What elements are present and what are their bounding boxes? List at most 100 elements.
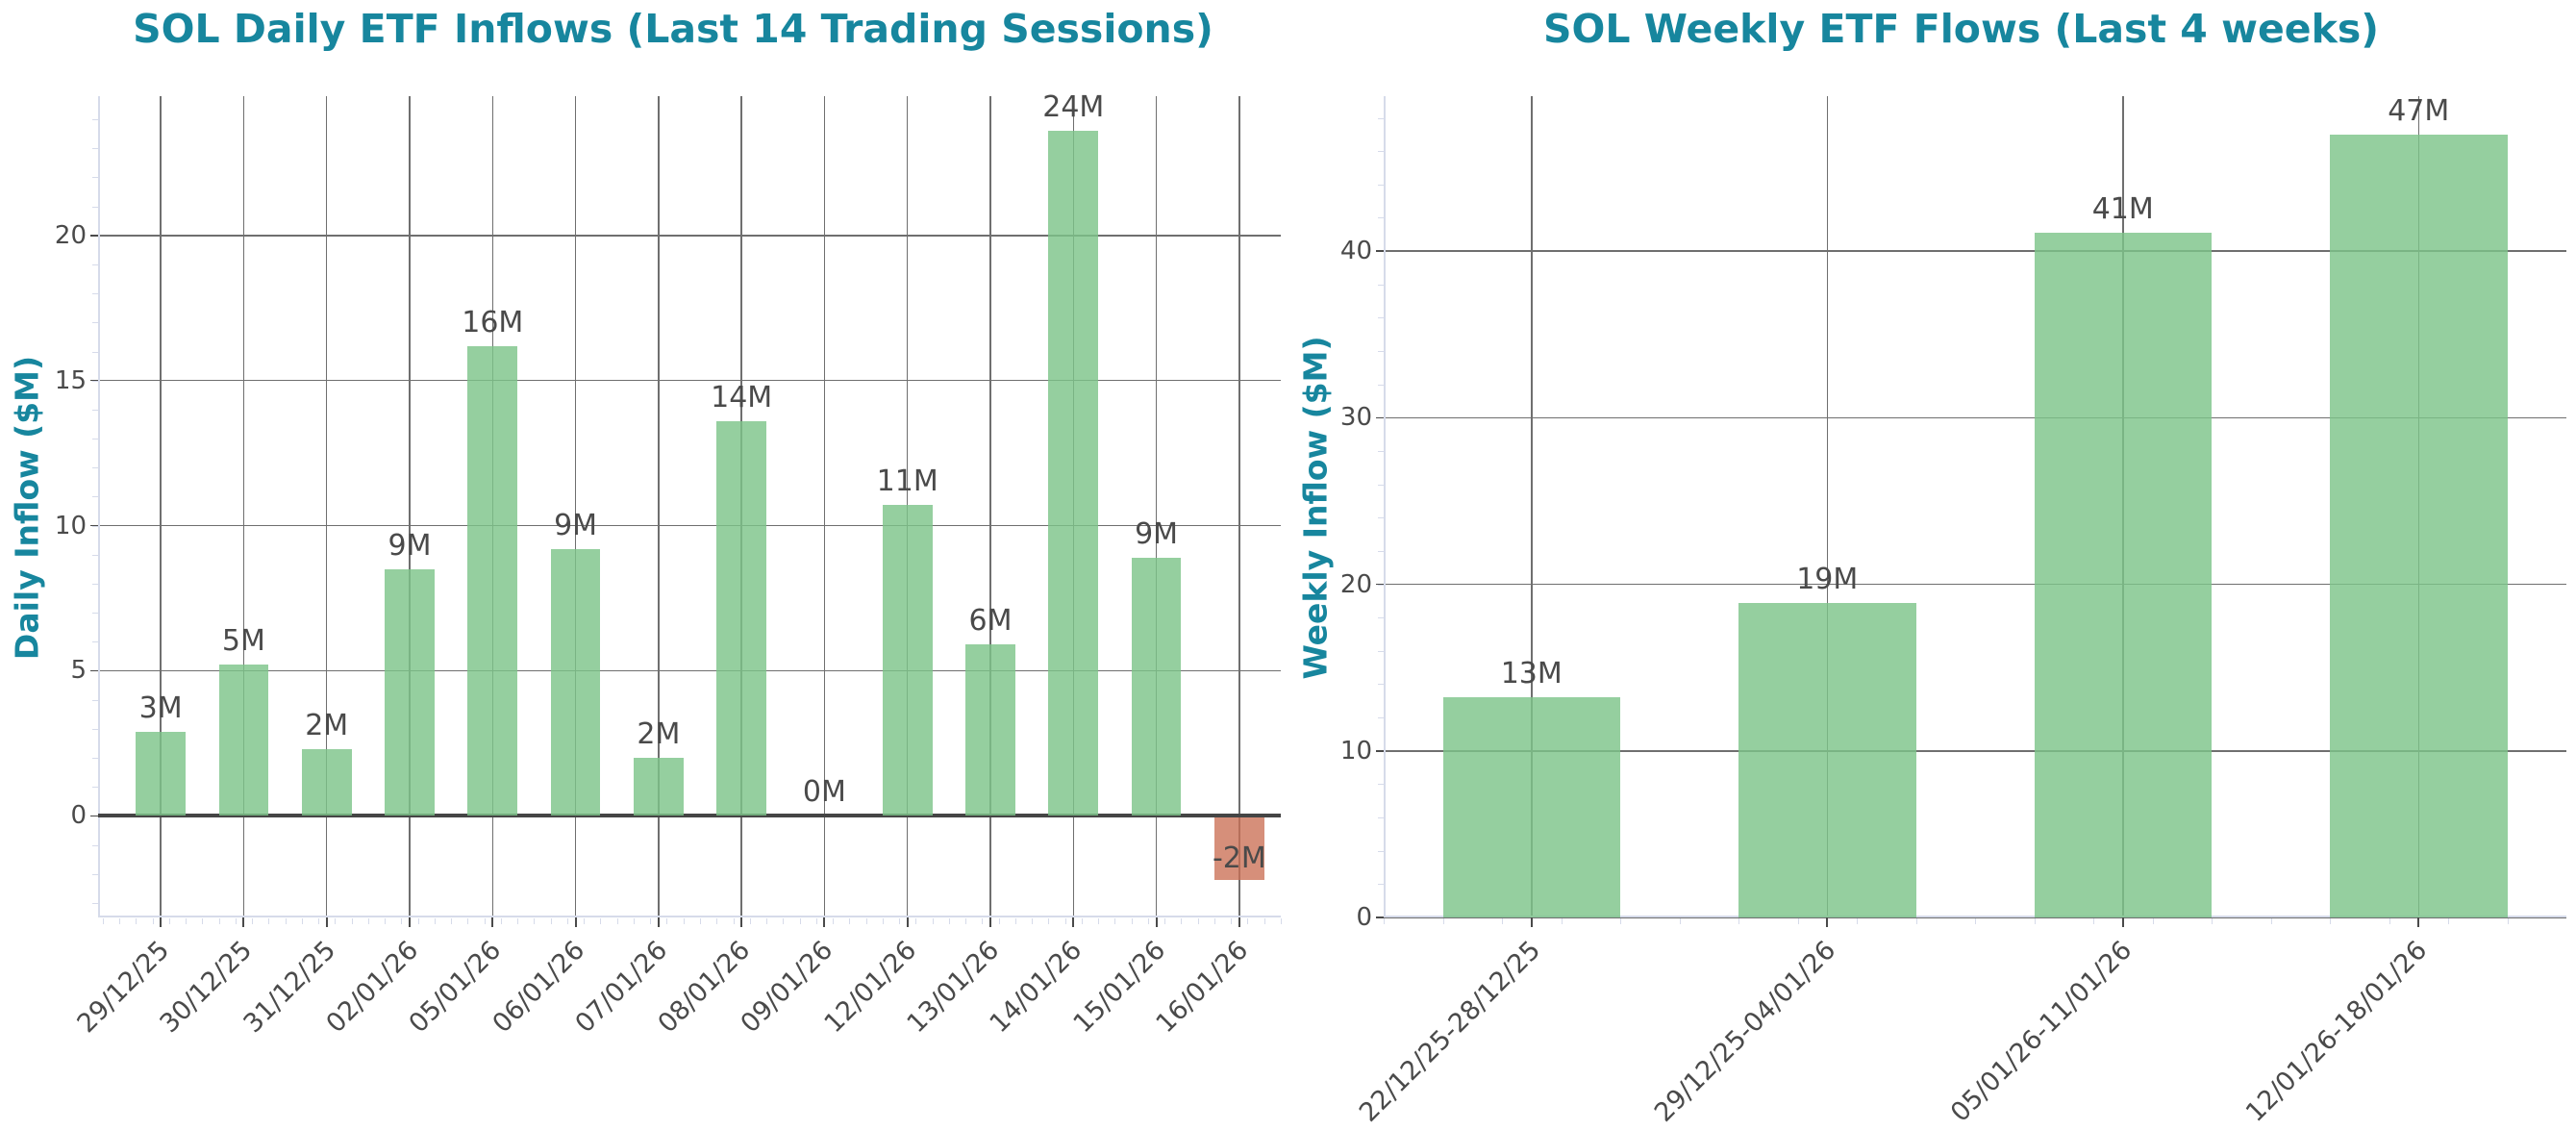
bar-value-label: 9M (554, 508, 598, 542)
bar-value-label: 24M (1042, 90, 1105, 125)
x-minor-tick (1281, 918, 1282, 924)
y-minor-tick (1378, 617, 1384, 619)
bar-value-label: -2M (1212, 841, 1266, 875)
y-minor-tick (92, 177, 98, 179)
x-minor-tick (2388, 918, 2390, 924)
x-tick-mark (1826, 917, 1829, 927)
x-minor-tick (102, 918, 104, 924)
x-minor-tick (766, 918, 768, 924)
x-gridline (1531, 96, 1533, 917)
y-gridline (1384, 750, 2566, 752)
x-minor-tick (1561, 918, 1563, 924)
bar-value-label: 47M (2388, 93, 2450, 128)
bar-value-label: 5M (221, 624, 265, 659)
x-minor-tick (932, 918, 934, 924)
x-minor-tick (566, 918, 568, 924)
x-minor-tick (1679, 918, 1681, 924)
x-minor-tick (301, 918, 303, 924)
x-gridline (823, 96, 826, 917)
y-tick-mark (90, 524, 98, 527)
x-minor-tick (367, 918, 369, 924)
y-minor-tick (1378, 184, 1384, 186)
weekly-chart-panel: SOL Weekly ETF Flows (Last 4 weeks) Week… (1288, 0, 2576, 1130)
x-tick-mark (160, 917, 163, 927)
x-minor-tick (434, 918, 436, 924)
x-minor-tick (666, 918, 668, 924)
x-tick-mark (989, 917, 991, 927)
x-minor-tick (683, 918, 685, 924)
y-minor-tick (92, 699, 98, 701)
weekly-plot-area: 0 10 20 30 40 13M 19M 41M 47M 22/12/25-28/12/25 29… (1340, 93, 2566, 1128)
y-minor-tick (92, 902, 98, 904)
y-minor-tick (1378, 650, 1384, 652)
x-minor-tick (899, 918, 901, 924)
y-gridline (1384, 250, 2566, 252)
x-tick-mark (657, 917, 660, 927)
y-minor-tick (92, 641, 98, 643)
daily-y-axis-label: Daily Inflow ($M) (8, 355, 46, 661)
bar-value-label: 14M (711, 380, 773, 414)
x-minor-tick (550, 918, 552, 924)
x-minor-tick (783, 918, 785, 924)
x-minor-tick (1197, 918, 1199, 924)
x-minor-tick (865, 918, 867, 924)
x-minor-tick (584, 918, 586, 924)
y-minor-tick (92, 758, 98, 760)
y-gridline (98, 669, 1281, 672)
daily-chart-panel: SOL Daily ETF Inflows (Last 14 Trading S… (8, 6, 1282, 1039)
x-minor-tick (500, 918, 502, 924)
x-minor-tick (700, 918, 701, 924)
y-minor-tick (1378, 684, 1384, 686)
x-gridline (574, 96, 577, 917)
x-gridline (1238, 96, 1240, 917)
y-minor-tick (92, 322, 98, 324)
y-tick-label: 30 (1339, 403, 1372, 433)
x-tick-mark (823, 917, 826, 927)
y-gridline (98, 524, 1281, 527)
x-gridline (658, 96, 660, 917)
x-minor-tick (1442, 918, 1444, 924)
x-minor-tick (1231, 918, 1233, 924)
bar-value-label: 2M (305, 708, 349, 742)
x-minor-tick (1164, 918, 1166, 924)
bar-value-label: 41M (2091, 192, 2154, 227)
x-tick-mark (1155, 917, 1158, 927)
x-minor-tick (218, 918, 220, 924)
x-tick-mark (409, 917, 411, 927)
x-minor-tick (1098, 918, 1100, 924)
y-tick-mark (1376, 250, 1384, 252)
x-tick-label: 22/12/25-28/12/25 (1353, 935, 1546, 1128)
y-minor-tick (1378, 717, 1384, 719)
y-minor-tick (92, 496, 98, 498)
x-minor-tick (335, 918, 337, 924)
y-minor-tick (1378, 484, 1384, 486)
y-minor-tick (92, 293, 98, 295)
x-minor-tick (799, 918, 801, 924)
x-minor-tick (633, 918, 635, 924)
bar-05/01/26-11/01/26 (2034, 233, 2212, 917)
bar-value-label: 2M (637, 717, 681, 752)
y-minor-tick (92, 844, 98, 846)
x-minor-tick (915, 918, 917, 924)
x-tick-mark (2417, 917, 2420, 927)
bar-13/01/26 (965, 644, 1015, 816)
x-minor-tick (1263, 918, 1265, 924)
y-minor-tick (92, 264, 98, 266)
y-tick-label: 10 (54, 511, 87, 540)
y-tick-mark (1376, 750, 1384, 752)
bar-29/12/25-04/01/26 (1738, 602, 1916, 917)
x-tick-mark (1238, 917, 1240, 927)
y-minor-tick (1378, 217, 1384, 219)
y-tick-mark (90, 379, 98, 382)
x-minor-tick (2270, 918, 2272, 924)
y-tick-label: 20 (54, 220, 87, 250)
y-tick-label: 40 (1339, 237, 1372, 266)
y-tick-mark (1376, 583, 1384, 586)
x-axis-line (1384, 916, 2566, 917)
bar-value-label: 0M (802, 775, 846, 810)
y-minor-tick (1378, 117, 1384, 119)
x-minor-tick (965, 918, 967, 924)
weekly-y-axis-label: Weekly Inflow ($M) (1296, 336, 1335, 680)
x-minor-tick (2212, 918, 2213, 924)
y-tick-label: 15 (54, 365, 87, 395)
